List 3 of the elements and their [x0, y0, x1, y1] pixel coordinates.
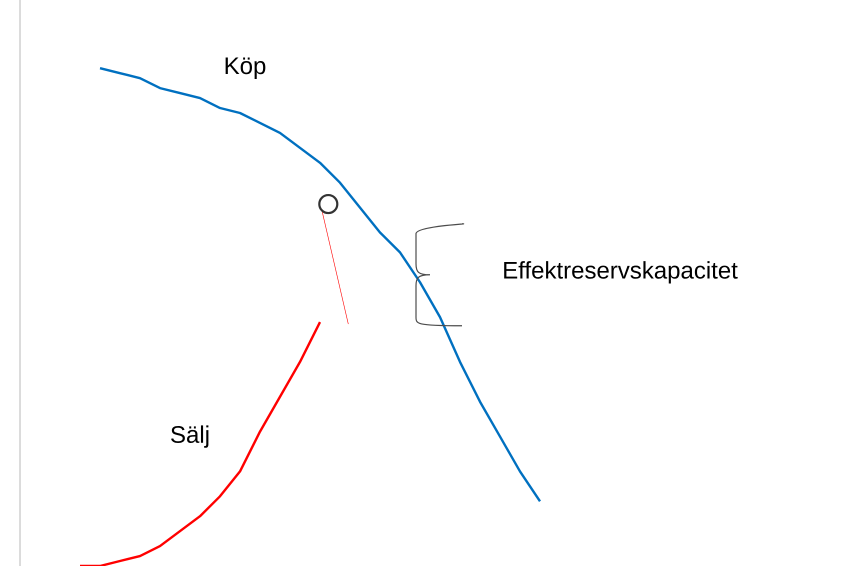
- series-label: Sälj: [171, 425, 208, 448]
- series-label: Köp: [226, 57, 266, 79]
- annotation: Effektreservskapacitet: [504, 261, 738, 284]
